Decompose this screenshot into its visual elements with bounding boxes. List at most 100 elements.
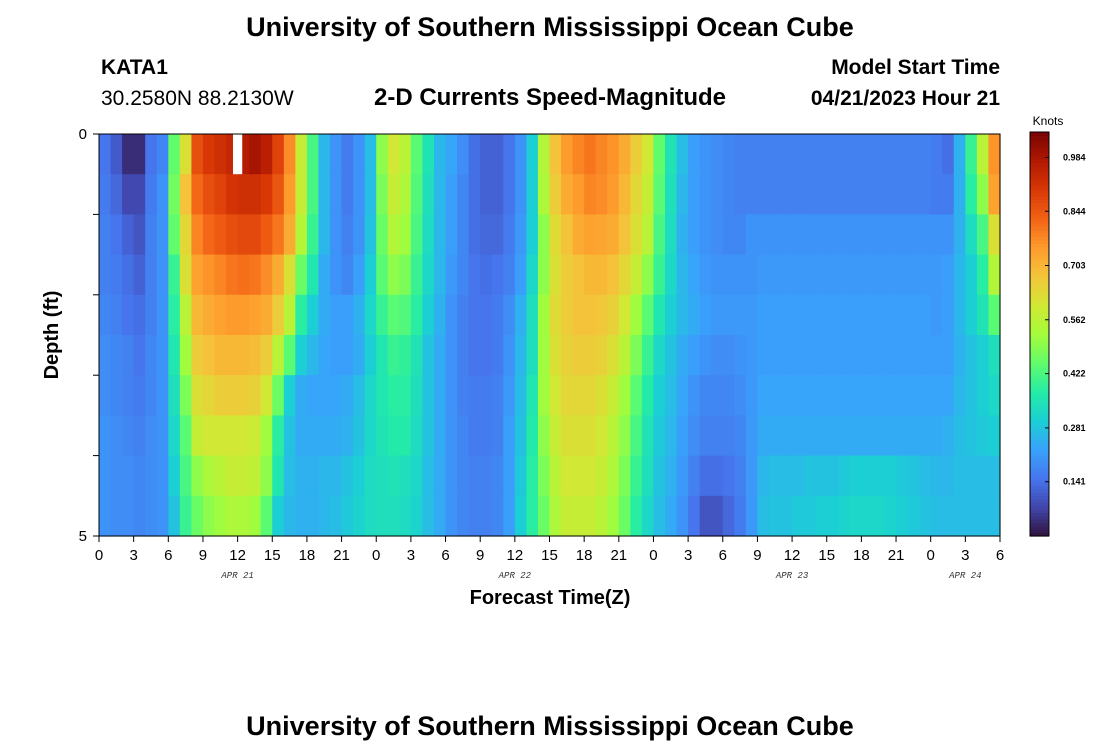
heatmap-cell (953, 375, 966, 416)
heatmap-cell (99, 455, 112, 497)
heatmap-cell (480, 294, 493, 336)
heatmap-cell (803, 254, 816, 296)
heatmap-cell (145, 495, 158, 537)
heatmap-cell (699, 214, 712, 256)
heatmap-cell (815, 254, 828, 296)
heatmap-cell (803, 214, 816, 256)
colorbar-swatch (1030, 455, 1049, 460)
heatmap-cell (792, 294, 805, 336)
heatmap-cell (445, 294, 458, 336)
heatmap-cell (537, 174, 551, 215)
heatmap-cell (953, 415, 966, 457)
heatmap-cell (861, 294, 874, 336)
heatmap-cell (399, 335, 412, 376)
heatmap-cell (237, 335, 250, 376)
heatmap-cell (503, 495, 516, 537)
heatmap-cell (433, 134, 447, 175)
heatmap-cell (514, 174, 527, 215)
heatmap-cell (884, 495, 897, 537)
heatmap-cell (838, 375, 851, 416)
colorbar-swatch (1030, 441, 1049, 446)
heatmap-cell (376, 335, 389, 376)
heatmap-cell (330, 375, 343, 416)
heatmap-cell (410, 375, 424, 416)
heatmap-cell (514, 375, 527, 416)
heatmap-cell (168, 495, 181, 537)
heatmap-cell (907, 214, 920, 256)
heatmap-cell (537, 495, 551, 537)
colorbar-swatch (1030, 310, 1049, 315)
heatmap-cell (665, 495, 678, 537)
heatmap-cell (792, 375, 805, 416)
heatmap-cell (896, 455, 909, 497)
y-tick-label: 5 (79, 528, 87, 545)
heatmap-cell (688, 174, 701, 215)
heatmap-cell (780, 214, 793, 256)
heatmap-cell (630, 335, 643, 376)
heatmap-cell (792, 335, 805, 376)
colorbar-swatch (1030, 256, 1049, 261)
heatmap-cell (272, 174, 285, 215)
colorbar-tick-label: 0.141 (1063, 477, 1086, 487)
heatmap-cell (584, 214, 597, 256)
heatmap-cell (618, 335, 631, 376)
x-tick-label: 0 (95, 547, 103, 564)
heatmap-cell (549, 134, 562, 175)
heatmap-cell (491, 455, 504, 497)
heatmap-cell (768, 455, 782, 497)
station-id: KATA1 (101, 56, 168, 79)
heatmap-cell (584, 375, 597, 416)
colorbar-swatch (1030, 397, 1049, 402)
heatmap-cell (965, 134, 978, 175)
colorbar-swatch (1030, 482, 1049, 487)
heatmap-cell (133, 375, 146, 416)
colorbar-swatch (1030, 391, 1049, 396)
heatmap-cell (353, 254, 366, 296)
heatmap-cell (711, 254, 724, 296)
heatmap-cell (561, 455, 574, 497)
colorbar-tick-label: 0.422 (1063, 369, 1086, 379)
heatmap-cell (156, 174, 169, 215)
heatmap-cell (815, 455, 828, 497)
heatmap-cell (202, 254, 216, 296)
heatmap-cell (526, 375, 539, 416)
heatmap-cell (156, 455, 169, 497)
heatmap-cell (965, 415, 978, 457)
heatmap-cell (872, 134, 886, 175)
heatmap-cell (376, 174, 389, 215)
colorbar-swatch (1030, 202, 1049, 207)
colorbar-swatch (1030, 404, 1049, 409)
x-tick-label: 6 (719, 547, 727, 564)
heatmap-cell (110, 375, 123, 416)
heatmap-cell (191, 254, 204, 296)
heatmap-cell (976, 495, 990, 537)
heatmap-cell (607, 375, 620, 416)
heatmap-cell (838, 455, 851, 497)
heatmap-cell (364, 214, 377, 256)
colorbar-swatch (1030, 135, 1049, 140)
heatmap-cell (607, 134, 620, 175)
heatmap-cell (768, 134, 782, 175)
heatmap-cell (526, 415, 539, 457)
heatmap-cell (422, 294, 435, 336)
heatmap-cell (838, 174, 851, 215)
colorbar-swatch (1030, 185, 1049, 190)
heatmap-cell (780, 455, 793, 497)
colorbar-swatch (1030, 152, 1049, 157)
heatmap-cell (618, 294, 631, 336)
heatmap-cell (145, 335, 158, 376)
heatmap-cell (953, 214, 966, 256)
colorbar-swatch (1030, 492, 1049, 497)
heatmap-cell (584, 174, 597, 215)
heatmap-cell (364, 254, 377, 296)
heatmap-cell (780, 134, 793, 175)
x-axis: 0 3 6 9 12 15 18 21 0 3 6 9 12 15 18 21 0 3 6 9 12 15 18 21 0 3 6 A… (95, 536, 1004, 581)
heatmap-cell (156, 415, 169, 457)
heatmap-cell (711, 214, 724, 256)
heatmap-cell (676, 214, 689, 256)
heatmap-cell (976, 294, 990, 336)
heatmap-cell (630, 134, 643, 175)
heatmap-cell (607, 294, 620, 336)
heatmap-cell (630, 455, 643, 497)
heatmap-cell (295, 214, 308, 256)
